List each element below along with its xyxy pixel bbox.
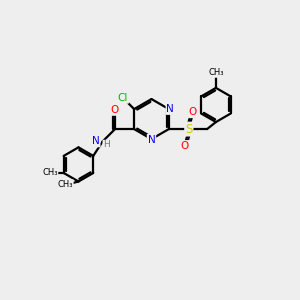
Text: O: O — [181, 141, 189, 151]
Text: N: N — [92, 136, 100, 146]
Text: CH₃: CH₃ — [58, 180, 73, 189]
Text: Cl: Cl — [118, 93, 128, 103]
Text: CH₃: CH₃ — [208, 68, 224, 77]
Text: H: H — [103, 140, 110, 149]
Text: N: N — [167, 104, 174, 114]
Text: O: O — [111, 105, 119, 115]
Text: S: S — [185, 123, 193, 136]
Text: O: O — [189, 107, 197, 117]
Text: N: N — [148, 135, 155, 145]
Text: CH₃: CH₃ — [42, 169, 58, 178]
